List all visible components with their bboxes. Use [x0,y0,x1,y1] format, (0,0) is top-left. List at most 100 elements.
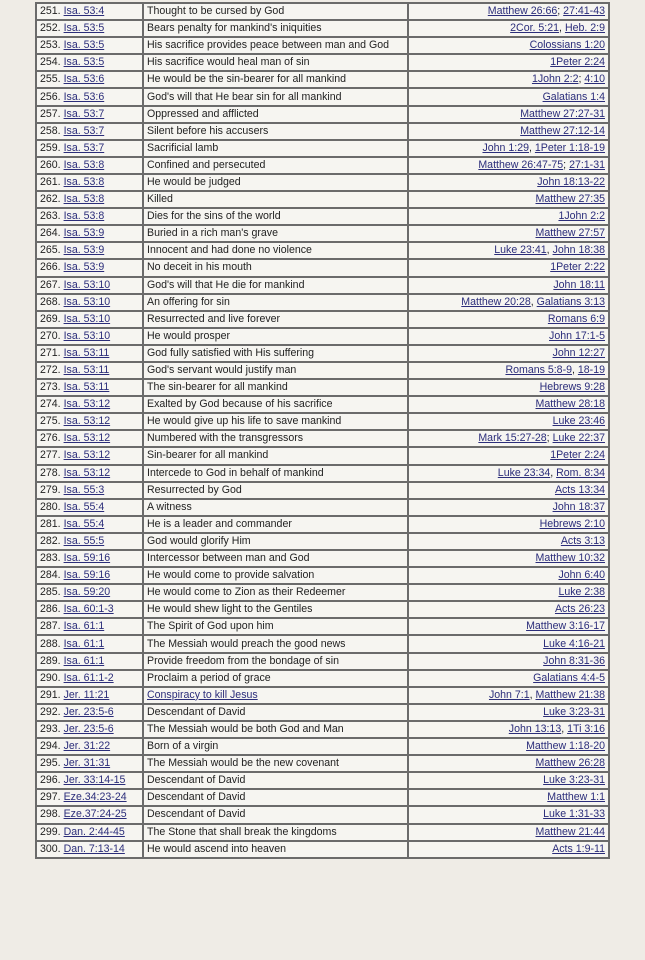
new-testament-reference-link[interactable]: 1Ti 3:16 [567,722,605,735]
new-testament-reference-link[interactable]: Matthew 21:38 [535,688,606,701]
new-testament-reference-link[interactable]: Matthew 3:16-17 [526,620,605,633]
new-testament-reference-link[interactable]: John 17:1-5 [549,329,605,342]
new-testament-reference-link[interactable]: Romans 6:9 [547,312,605,325]
old-testament-reference-link[interactable]: Isa. 59:20 [63,586,111,599]
old-testament-reference-link[interactable]: Isa. 53:11 [63,346,110,359]
old-testament-reference-link[interactable]: Eze.37:24-25 [63,808,127,821]
new-testament-reference-link[interactable]: John 6:40 [558,569,605,582]
new-testament-reference-link[interactable]: Galatians 4:4-5 [533,671,605,684]
old-testament-reference-link[interactable]: Isa. 59:16 [63,552,111,565]
old-testament-reference-link[interactable]: Isa. 53:8 [63,175,105,188]
old-testament-reference-link[interactable]: Isa. 53:11 [63,364,110,377]
new-testament-reference-link[interactable]: John 18:13-22 [537,175,605,188]
old-testament-reference-link[interactable]: Isa. 53:11 [63,381,110,394]
description-link[interactable]: Conspiracy to kill Jesus [147,688,258,701]
new-testament-reference-link[interactable]: Acts 1:9-11 [552,842,605,855]
new-testament-reference-link[interactable]: Matthew 28:18 [535,398,606,411]
new-testament-reference-link[interactable]: Matthew 10:32 [535,552,606,565]
new-testament-reference-link[interactable]: Luke 3:23-31 [543,774,605,787]
new-testament-reference-link[interactable]: John 18:11 [553,278,605,291]
new-testament-reference-link[interactable]: John 12:27 [552,346,605,359]
new-testament-reference-link[interactable]: Luke 4:16-21 [543,637,605,650]
new-testament-reference-link[interactable]: Galatians 3:13 [536,295,605,308]
new-testament-reference-link[interactable]: Luke 22:37 [552,432,605,445]
new-testament-reference-link[interactable]: 1John 2:2 [531,73,579,86]
new-testament-reference-link[interactable]: John 13:13 [508,722,562,735]
new-testament-reference-link[interactable]: John 7:1 [488,688,530,701]
new-testament-reference-link[interactable]: 27:41-43 [563,5,605,18]
old-testament-reference-link[interactable]: Eze.34:23-24 [63,791,127,804]
new-testament-reference-link[interactable]: Matthew 27:57 [535,227,606,240]
new-testament-reference-link[interactable]: John 1:29 [482,141,530,154]
new-testament-reference-link[interactable]: 4:10 [584,73,605,86]
new-testament-reference-link[interactable]: 2Cor. 5:21 [510,22,560,35]
old-testament-reference-link[interactable]: Isa. 53:6 [63,73,105,86]
new-testament-reference-link[interactable]: Hebrews 9:28 [539,381,605,394]
old-testament-reference-link[interactable]: Isa. 53:10 [63,312,111,325]
old-testament-reference-link[interactable]: Isa. 53:12 [63,415,111,428]
new-testament-reference-link[interactable]: Matthew 21:44 [535,825,606,838]
old-testament-reference-link[interactable]: Isa. 61:1-2 [63,671,114,684]
old-testament-reference-link[interactable]: Jer. 33:14-15 [63,774,126,787]
old-testament-reference-link[interactable]: Isa. 53:8 [63,193,105,206]
old-testament-reference-link[interactable]: Isa. 53:8 [63,158,105,171]
new-testament-reference-link[interactable]: Matthew 20:28 [461,295,531,308]
new-testament-reference-link[interactable]: Romans 5:8-9 [505,364,572,377]
new-testament-reference-link[interactable]: John 8:31-36 [543,654,605,667]
new-testament-reference-link[interactable]: John 18:37 [552,500,605,513]
old-testament-reference-link[interactable]: Jer. 23:5-6 [63,722,114,735]
old-testament-reference-link[interactable]: Jer. 31:31 [63,757,111,770]
new-testament-reference-link[interactable]: Matthew 27:12-14 [520,124,605,137]
old-testament-reference-link[interactable]: Jer. 31:22 [63,740,111,753]
old-testament-reference-link[interactable]: Isa. 53:12 [63,466,111,479]
new-testament-reference-link[interactable]: Matthew 1:18-20 [526,740,605,753]
old-testament-reference-link[interactable]: Isa. 53:9 [63,261,105,274]
new-testament-reference-link[interactable]: 1Peter 2:24 [550,449,605,462]
old-testament-reference-link[interactable]: Isa. 59:16 [63,569,111,582]
new-testament-reference-link[interactable]: Acts 3:13 [560,534,605,547]
new-testament-reference-link[interactable]: Acts 26:23 [554,603,605,616]
old-testament-reference-link[interactable]: Isa. 53:12 [63,398,111,411]
new-testament-reference-link[interactable]: 1Peter 2:24 [550,56,605,69]
new-testament-reference-link[interactable]: 1Peter 1:18-19 [534,141,605,154]
old-testament-reference-link[interactable]: Isa. 53:7 [63,141,105,154]
new-testament-reference-link[interactable]: Matthew 27:27-31 [520,107,605,120]
new-testament-reference-link[interactable]: Luke 23:46 [552,415,605,428]
new-testament-reference-link[interactable]: Luke 2:38 [558,586,605,599]
new-testament-reference-link[interactable]: Mark 15:27-28 [478,432,547,445]
new-testament-reference-link[interactable]: Galatians 1:4 [542,90,605,103]
new-testament-reference-link[interactable]: Matthew 1:1 [547,791,605,804]
old-testament-reference-link[interactable]: Isa. 61:1 [63,620,105,633]
old-testament-reference-link[interactable]: Isa. 61:1 [63,637,105,650]
new-testament-reference-link[interactable]: Luke 23:41 [494,244,547,257]
new-testament-reference-link[interactable]: Luke 1:31-33 [543,808,605,821]
old-testament-reference-link[interactable]: Isa. 55:3 [63,483,105,496]
new-testament-reference-link[interactable]: Hebrews 2:10 [539,517,605,530]
new-testament-reference-link[interactable]: John 18:38 [552,244,605,257]
new-testament-reference-link[interactable]: 1Peter 2:22 [550,261,605,274]
old-testament-reference-link[interactable]: Isa. 61:1 [63,654,105,667]
old-testament-reference-link[interactable]: Isa. 55:4 [63,517,105,530]
old-testament-reference-link[interactable]: Isa. 53:12 [63,449,111,462]
old-testament-reference-link[interactable]: Isa. 53:5 [63,56,105,69]
old-testament-reference-link[interactable]: Isa. 55:4 [63,500,105,513]
new-testament-reference-link[interactable]: Acts 13:34 [554,483,605,496]
old-testament-reference-link[interactable]: Isa. 53:10 [63,329,111,342]
old-testament-reference-link[interactable]: Isa. 53:10 [63,278,111,291]
new-testament-reference-link[interactable]: Matthew 26:28 [535,757,606,770]
old-testament-reference-link[interactable]: Isa. 55:5 [63,534,105,547]
old-testament-reference-link[interactable]: Dan. 7:13-14 [63,842,125,855]
new-testament-reference-link[interactable]: Luke 3:23-31 [543,705,605,718]
old-testament-reference-link[interactable]: Isa. 53:5 [63,22,105,35]
old-testament-reference-link[interactable]: Jer. 23:5-6 [63,705,114,718]
new-testament-reference-link[interactable]: Rom. 8:34 [556,466,605,479]
old-testament-reference-link[interactable]: Isa. 60:1-3 [63,603,114,616]
old-testament-reference-link[interactable]: Isa. 53:5 [63,39,105,52]
old-testament-reference-link[interactable]: Isa. 53:7 [63,107,105,120]
new-testament-reference-link[interactable]: Heb. 2:9 [564,22,605,35]
old-testament-reference-link[interactable]: Jer. 11:21 [63,688,110,701]
new-testament-reference-link[interactable]: 1John 2:2 [558,210,605,223]
old-testament-reference-link[interactable]: Isa. 53:8 [63,210,105,223]
new-testament-reference-link[interactable]: Colossians 1:20 [529,39,605,52]
new-testament-reference-link[interactable]: Matthew 27:35 [535,193,606,206]
